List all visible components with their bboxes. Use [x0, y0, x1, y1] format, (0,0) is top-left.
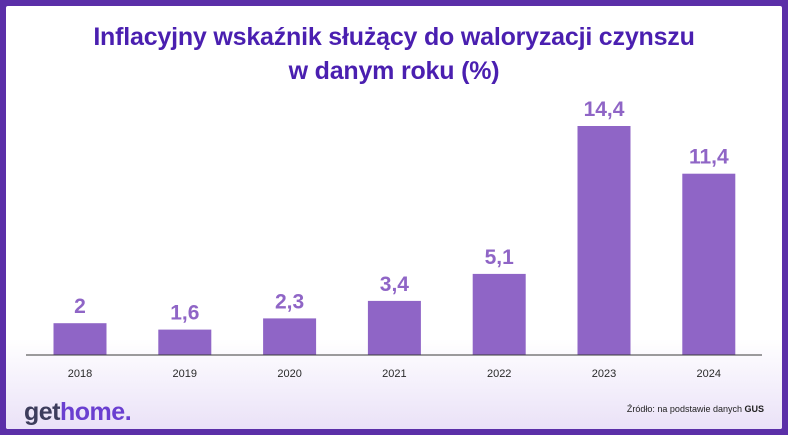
bar-2024 — [682, 173, 736, 355]
title-line-1: Inflacyjny wskaźnik służący do waloryzac… — [93, 23, 695, 51]
bar-2022 — [472, 273, 526, 355]
source-prefix: Źródło: na podstawie danych — [626, 404, 745, 414]
bar-2019 — [158, 329, 212, 355]
bar-2021 — [367, 300, 421, 355]
tick-label-2019: 2019 — [173, 368, 197, 380]
logo-dot: . — [124, 398, 132, 426]
title-line-2: w danym roku (%) — [288, 57, 500, 85]
value-label-2022: 5,1 — [485, 246, 515, 269]
tick-label-2021: 2021 — [382, 368, 406, 380]
bar-2020 — [263, 318, 317, 355]
value-label-2024: 11,4 — [689, 146, 729, 169]
value-label-2023: 14,4 — [584, 98, 625, 121]
value-label-2021: 3,4 — [380, 273, 410, 296]
tick-label-2022: 2022 — [487, 368, 511, 380]
bar-2018 — [53, 323, 107, 355]
tick-labels-group: 2018 2019 2020 2021 2022 2023 2024 — [68, 368, 721, 380]
bar-chart: 2 1,6 2,33,45,114,411,4 2018 2019 2020 2021 20… — [26, 98, 762, 380]
source-name: GUS — [744, 404, 764, 414]
tick-label-2020: 2020 — [277, 368, 301, 380]
bars-group: 2 1,6 2,3 3,4 5,1 14,4 11,4 — [53, 98, 736, 355]
value-label-2019: 1,6 — [170, 302, 199, 325]
gethome-logo: gethome. — [24, 398, 132, 427]
chart-frame: Inflacyjny wskaźnik służący do waloryzac… — [6, 6, 782, 429]
logo-home-text: home — [60, 398, 125, 426]
source-note: Źródło: na podstawie danych GUS — [627, 404, 764, 414]
tick-label-2024: 2024 — [697, 368, 721, 380]
logo-get-text: get — [24, 398, 61, 426]
bar-2023 — [577, 126, 631, 355]
tick-label-2018: 2018 — [68, 368, 92, 380]
value-label-2020: 2,3 — [275, 290, 304, 313]
value-label-2018: 2 — [74, 295, 86, 318]
tick-label-2023: 2023 — [592, 368, 616, 380]
chart-title: Inflacyjny wskaźnik służący do waloryzac… — [6, 20, 782, 88]
